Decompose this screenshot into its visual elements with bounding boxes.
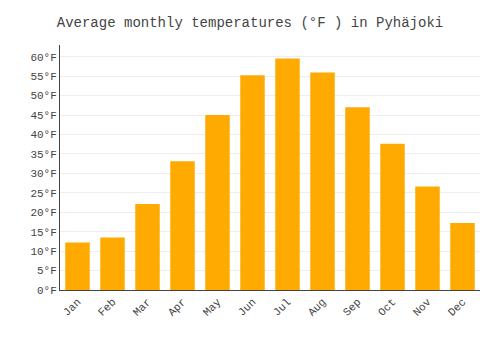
svg-text:55°F: 55°F [30, 71, 56, 83]
svg-text:50°F: 50°F [30, 90, 56, 102]
svg-text:5°F: 5°F [37, 265, 57, 277]
svg-text:Feb: Feb [96, 296, 118, 318]
svg-text:Nov: Nov [411, 296, 434, 319]
svg-text:Oct: Oct [376, 296, 398, 318]
svg-text:35°F: 35°F [30, 149, 56, 161]
svg-text:30°F: 30°F [30, 168, 56, 180]
svg-text:0°F: 0°F [37, 285, 57, 297]
svg-text:Apr: Apr [166, 296, 188, 318]
svg-text:Sep: Sep [341, 296, 363, 318]
svg-text:45°F: 45°F [30, 110, 56, 122]
svg-text:20°F: 20°F [30, 207, 56, 219]
svg-text:Dec: Dec [446, 296, 468, 318]
svg-text:Average monthly temperatures (: Average monthly temperatures (°F ) in Py… [57, 15, 443, 31]
svg-text:15°F: 15°F [30, 227, 56, 239]
svg-text:40°F: 40°F [30, 129, 56, 141]
svg-text:Jun: Jun [236, 296, 258, 318]
svg-text:25°F: 25°F [30, 188, 56, 200]
svg-text:May: May [201, 296, 224, 319]
svg-text:10°F: 10°F [30, 246, 56, 258]
svg-text:Aug: Aug [306, 296, 328, 318]
svg-text:Jan: Jan [61, 296, 83, 318]
svg-text:60°F: 60°F [30, 52, 56, 64]
svg-text:Mar: Mar [131, 296, 153, 318]
svg-text:Jul: Jul [271, 296, 293, 318]
